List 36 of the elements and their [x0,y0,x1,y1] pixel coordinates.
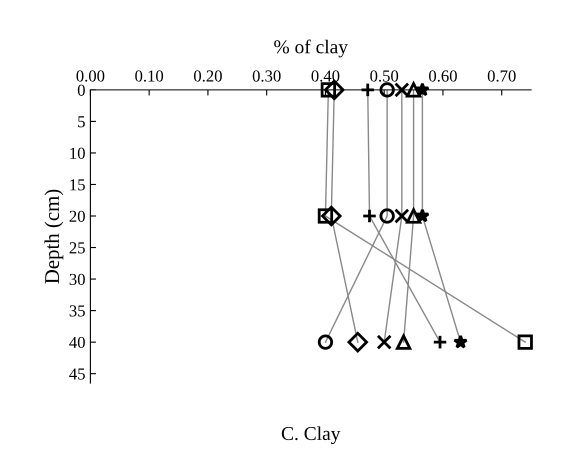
x-tick-label: 0.60 [429,70,457,82]
y-tick-label: 30 [70,274,85,286]
y-tick-label: 20 [70,210,85,222]
y-tick-label: 10 [70,148,85,159]
point [394,208,410,224]
y-tick-label: 5 [78,116,85,128]
point [396,334,412,350]
point [415,82,430,96]
point [376,334,392,350]
y-axis-title: Depth (cm) [44,190,64,284]
x-tick-label: 0.00 [76,70,104,82]
y-tick-label: 0 [78,84,85,96]
x-tick-label: 0.20 [194,70,222,82]
point [318,334,334,350]
x-tick-label: 0.70 [488,70,516,82]
x-tick-label: 0.50 [370,70,398,82]
point [415,208,430,222]
point [321,206,342,226]
x-tick-label: 0.10 [135,70,164,82]
point [380,82,395,98]
point [394,82,410,98]
y-tick-label: 35 [70,305,85,317]
y-tick-label: 25 [70,242,85,254]
x-axis-title: % of clay [274,40,348,58]
point [453,334,468,349]
point [406,208,422,224]
x-tick-label: 0.30 [252,70,281,82]
point [518,334,533,350]
point [380,208,395,224]
point [406,82,422,98]
y-tick-label: 15 [70,179,85,190]
text: C. Clay [282,426,340,444]
point [348,332,368,352]
x-tick-label: 0.40 [311,70,340,82]
y-tick-label: 45 [69,368,85,380]
y-tick-label: 40 [69,336,85,348]
